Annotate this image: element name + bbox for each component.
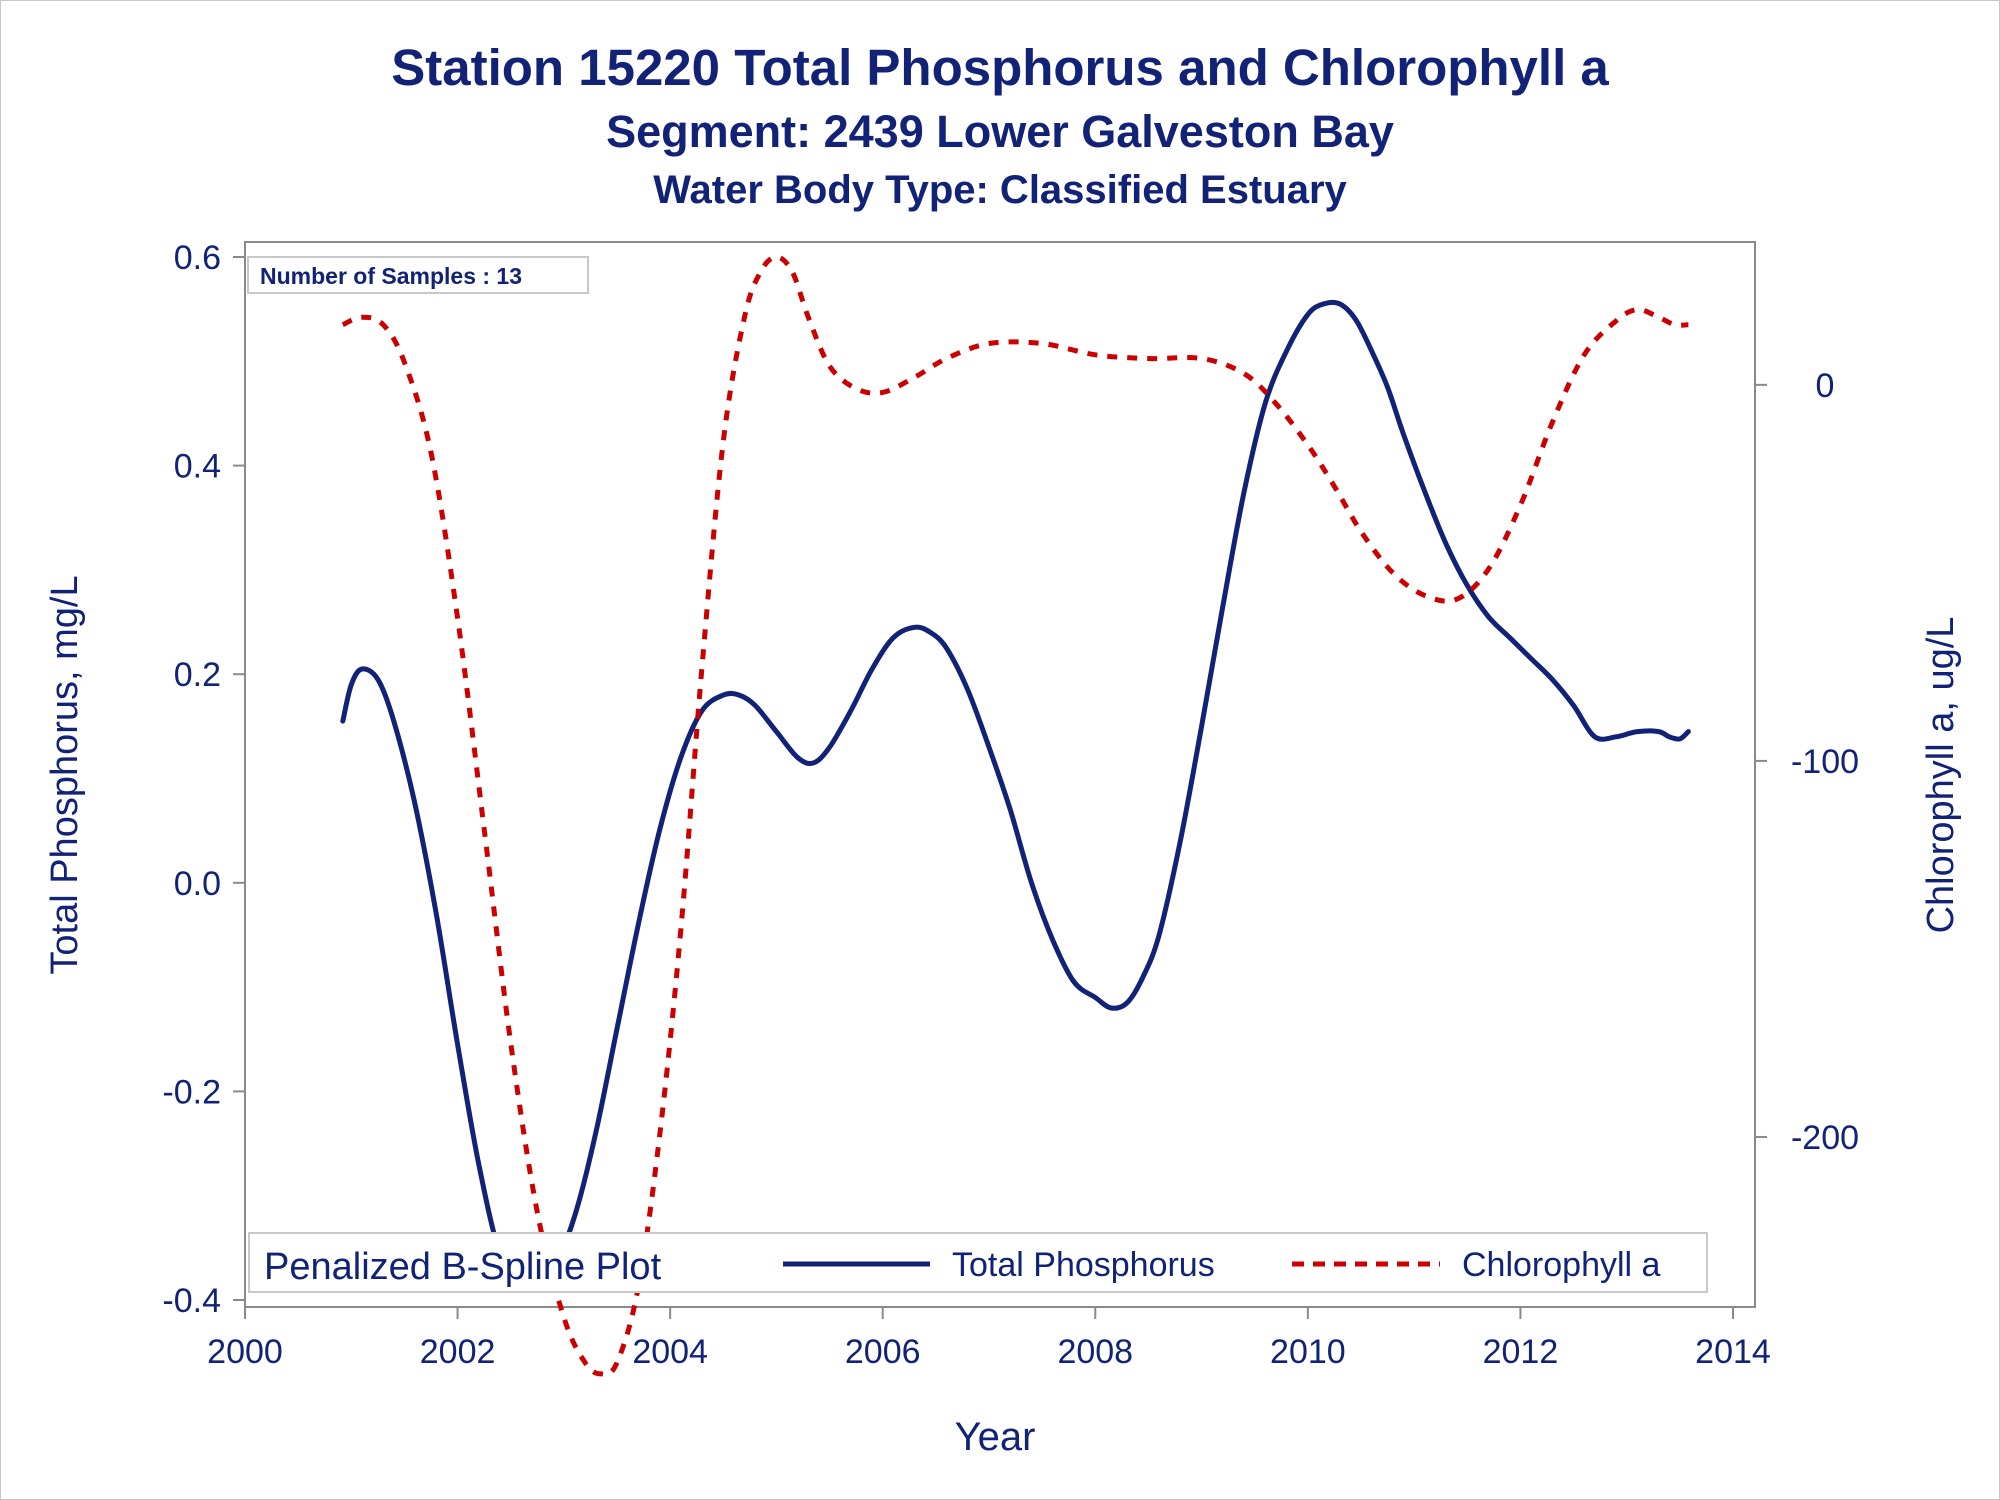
legend-entry-total-phosphorus: Total Phosphorus xyxy=(952,1246,1215,1284)
legend-title: Penalized B-Spline Plot xyxy=(264,1246,662,1288)
x-axis: 2000 2002 2004 2006 2008 2010 2012 2014 xyxy=(207,1307,1771,1371)
series-line-chlorophyll-a xyxy=(341,254,1689,1377)
x-tick-label: 2014 xyxy=(1695,1333,1771,1371)
x-tick-label: 2012 xyxy=(1483,1333,1559,1371)
y-axis-left-label: Total Phosphorus, mg/L xyxy=(44,575,86,974)
sample-count-label: Number of Samples : 13 xyxy=(260,263,522,289)
y-axis-left: 0.6 0.4 0.2 0.0 -0.2 -0.4 xyxy=(162,239,245,1320)
y2-tick-label: 0 xyxy=(1816,367,1835,405)
y-tick-label: 0.4 xyxy=(174,448,221,486)
y-tick-label: 0.6 xyxy=(174,239,221,277)
x-tick-label: 2002 xyxy=(420,1333,496,1371)
x-tick-label: 2000 xyxy=(207,1333,283,1371)
x-tick-label: 2004 xyxy=(632,1333,708,1371)
x-tick-label: 2008 xyxy=(1057,1333,1133,1371)
y-tick-label: -0.2 xyxy=(162,1073,221,1111)
y2-tick-label: -200 xyxy=(1791,1119,1859,1157)
y-axis-right-label: Chlorophyll a, ug/L xyxy=(1920,617,1962,934)
sample-count-inset: Number of Samples : 13 xyxy=(247,256,589,294)
series-line-total-phosphorus xyxy=(340,299,1691,1282)
legend-box xyxy=(248,1232,1708,1293)
y-tick-label: -0.4 xyxy=(162,1282,221,1320)
plot-area xyxy=(244,241,1756,1308)
series-layer xyxy=(340,254,1691,1377)
legend: Penalized B-Spline Plot Total Phosphorus… xyxy=(248,1232,1708,1293)
x-tick-label: 2010 xyxy=(1270,1333,1346,1371)
legend-entry-chlorophyll-a: Chlorophyll a xyxy=(1462,1246,1661,1284)
y2-tick-label: -100 xyxy=(1791,743,1859,781)
chart-subtitle-2: Water Body Type: Classified Estuary xyxy=(653,168,1347,212)
y-axis-right: 0 -100 -200 xyxy=(1755,367,1859,1157)
chart-title: Station 15220 Total Phosphorus and Chlor… xyxy=(391,39,1609,96)
x-tick-label: 2006 xyxy=(845,1333,921,1371)
y-tick-label: 0.2 xyxy=(174,656,221,694)
y-tick-label: 0.0 xyxy=(174,865,221,903)
x-axis-label: Year xyxy=(955,1415,1036,1459)
chart-subtitle: Segment: 2439 Lower Galveston Bay xyxy=(606,106,1394,157)
